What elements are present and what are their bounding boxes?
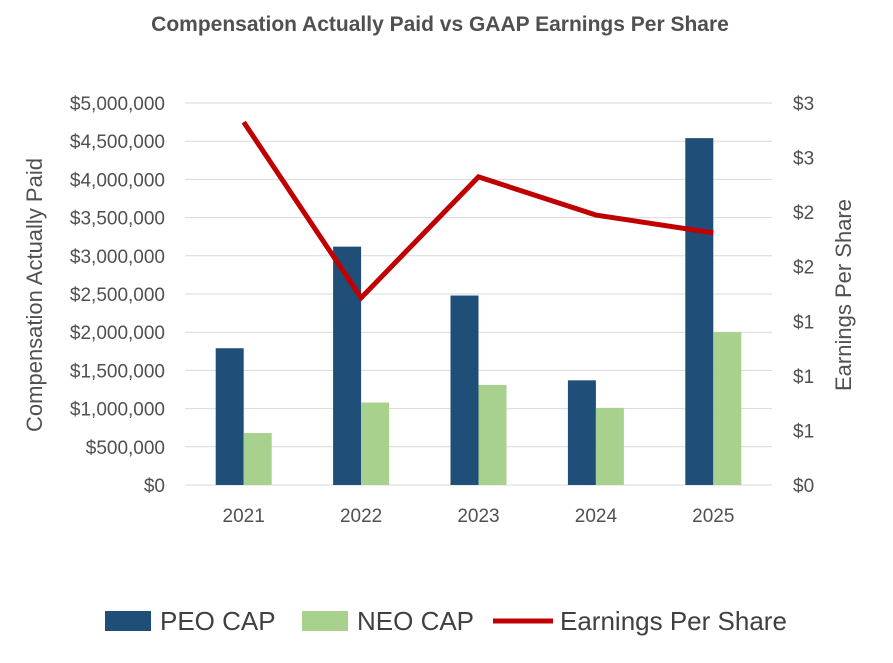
y2-tick-label: $1 (793, 367, 814, 388)
x-axis-ticks: 2021 2022 2023 2024 2025 (223, 506, 735, 527)
y2-tick-label: $3 (793, 94, 814, 115)
x-tick-label: 2023 (457, 506, 499, 527)
bar-neo-cap-2023 (478, 384, 507, 485)
bar-peo-cap-2024 (567, 380, 596, 485)
y-tick-label: $0 (144, 476, 165, 497)
legend-label-peo-cap: PEO CAP (160, 606, 276, 636)
bar-peo-cap-2023 (450, 295, 479, 485)
y-tick-label: $3,000,000 (70, 247, 165, 268)
legend: PEO CAP NEO CAP Earnings Per Share (105, 606, 787, 636)
y2-tick-label: $3 (793, 149, 814, 170)
legend-swatch-neo-cap (302, 611, 348, 631)
bar-neo-cap-2025 (713, 332, 742, 485)
y2-tick-label: $2 (793, 258, 814, 279)
y-tick-label: $4,500,000 (70, 132, 165, 153)
y-tick-label: $4,000,000 (70, 170, 165, 191)
x-tick-label: 2021 (223, 506, 265, 527)
y-tick-label: $500,000 (86, 438, 165, 459)
y2-tick-label: $2 (793, 203, 814, 224)
y-tick-label: $2,500,000 (70, 285, 165, 306)
y-tick-label: $1,500,000 (70, 361, 165, 382)
bar-peo-cap-2022 (333, 246, 362, 485)
y2-tick-label: $1 (793, 312, 814, 333)
legend-label-neo-cap: NEO CAP (357, 606, 474, 636)
y2-tick-label: $1 (793, 421, 814, 442)
x-tick-label: 2025 (692, 506, 734, 527)
y2-axis-title: Earnings Per Share (831, 199, 856, 391)
y2-tick-label: $0 (793, 476, 814, 497)
bar-neo-cap-2022 (361, 402, 390, 485)
bar-peo-cap-2021 (215, 348, 244, 485)
y-tick-label: $1,000,000 (70, 400, 165, 421)
y-axis-title: Compensation Actually Paid (22, 158, 47, 432)
x-tick-label: 2022 (340, 506, 382, 527)
right-axis-ticks: $0 $1 $1 $1 $2 $2 $3 $3 (793, 94, 814, 497)
x-tick-label: 2024 (575, 506, 618, 527)
legend-swatch-peo-cap (105, 611, 151, 631)
bar-neo-cap-2021 (243, 433, 272, 485)
bar-peo-cap-2025 (685, 138, 714, 486)
y-tick-label: $3,500,000 (70, 209, 165, 230)
y-tick-label: $5,000,000 (70, 94, 165, 115)
eps-line (241, 120, 714, 302)
bar-neo-cap-2024 (595, 407, 624, 485)
left-axis-ticks: $0 $500,000 $1,000,000 $1,500,000 $2,000,000… (70, 94, 165, 497)
legend-label-earnings-per-share: Earnings Per Share (560, 606, 787, 636)
bars (215, 138, 742, 486)
eps-line-group (241, 120, 714, 302)
chart-title: Compensation Actually Paid vs GAAP Earni… (151, 13, 729, 36)
y-tick-label: $2,000,000 (70, 323, 165, 344)
